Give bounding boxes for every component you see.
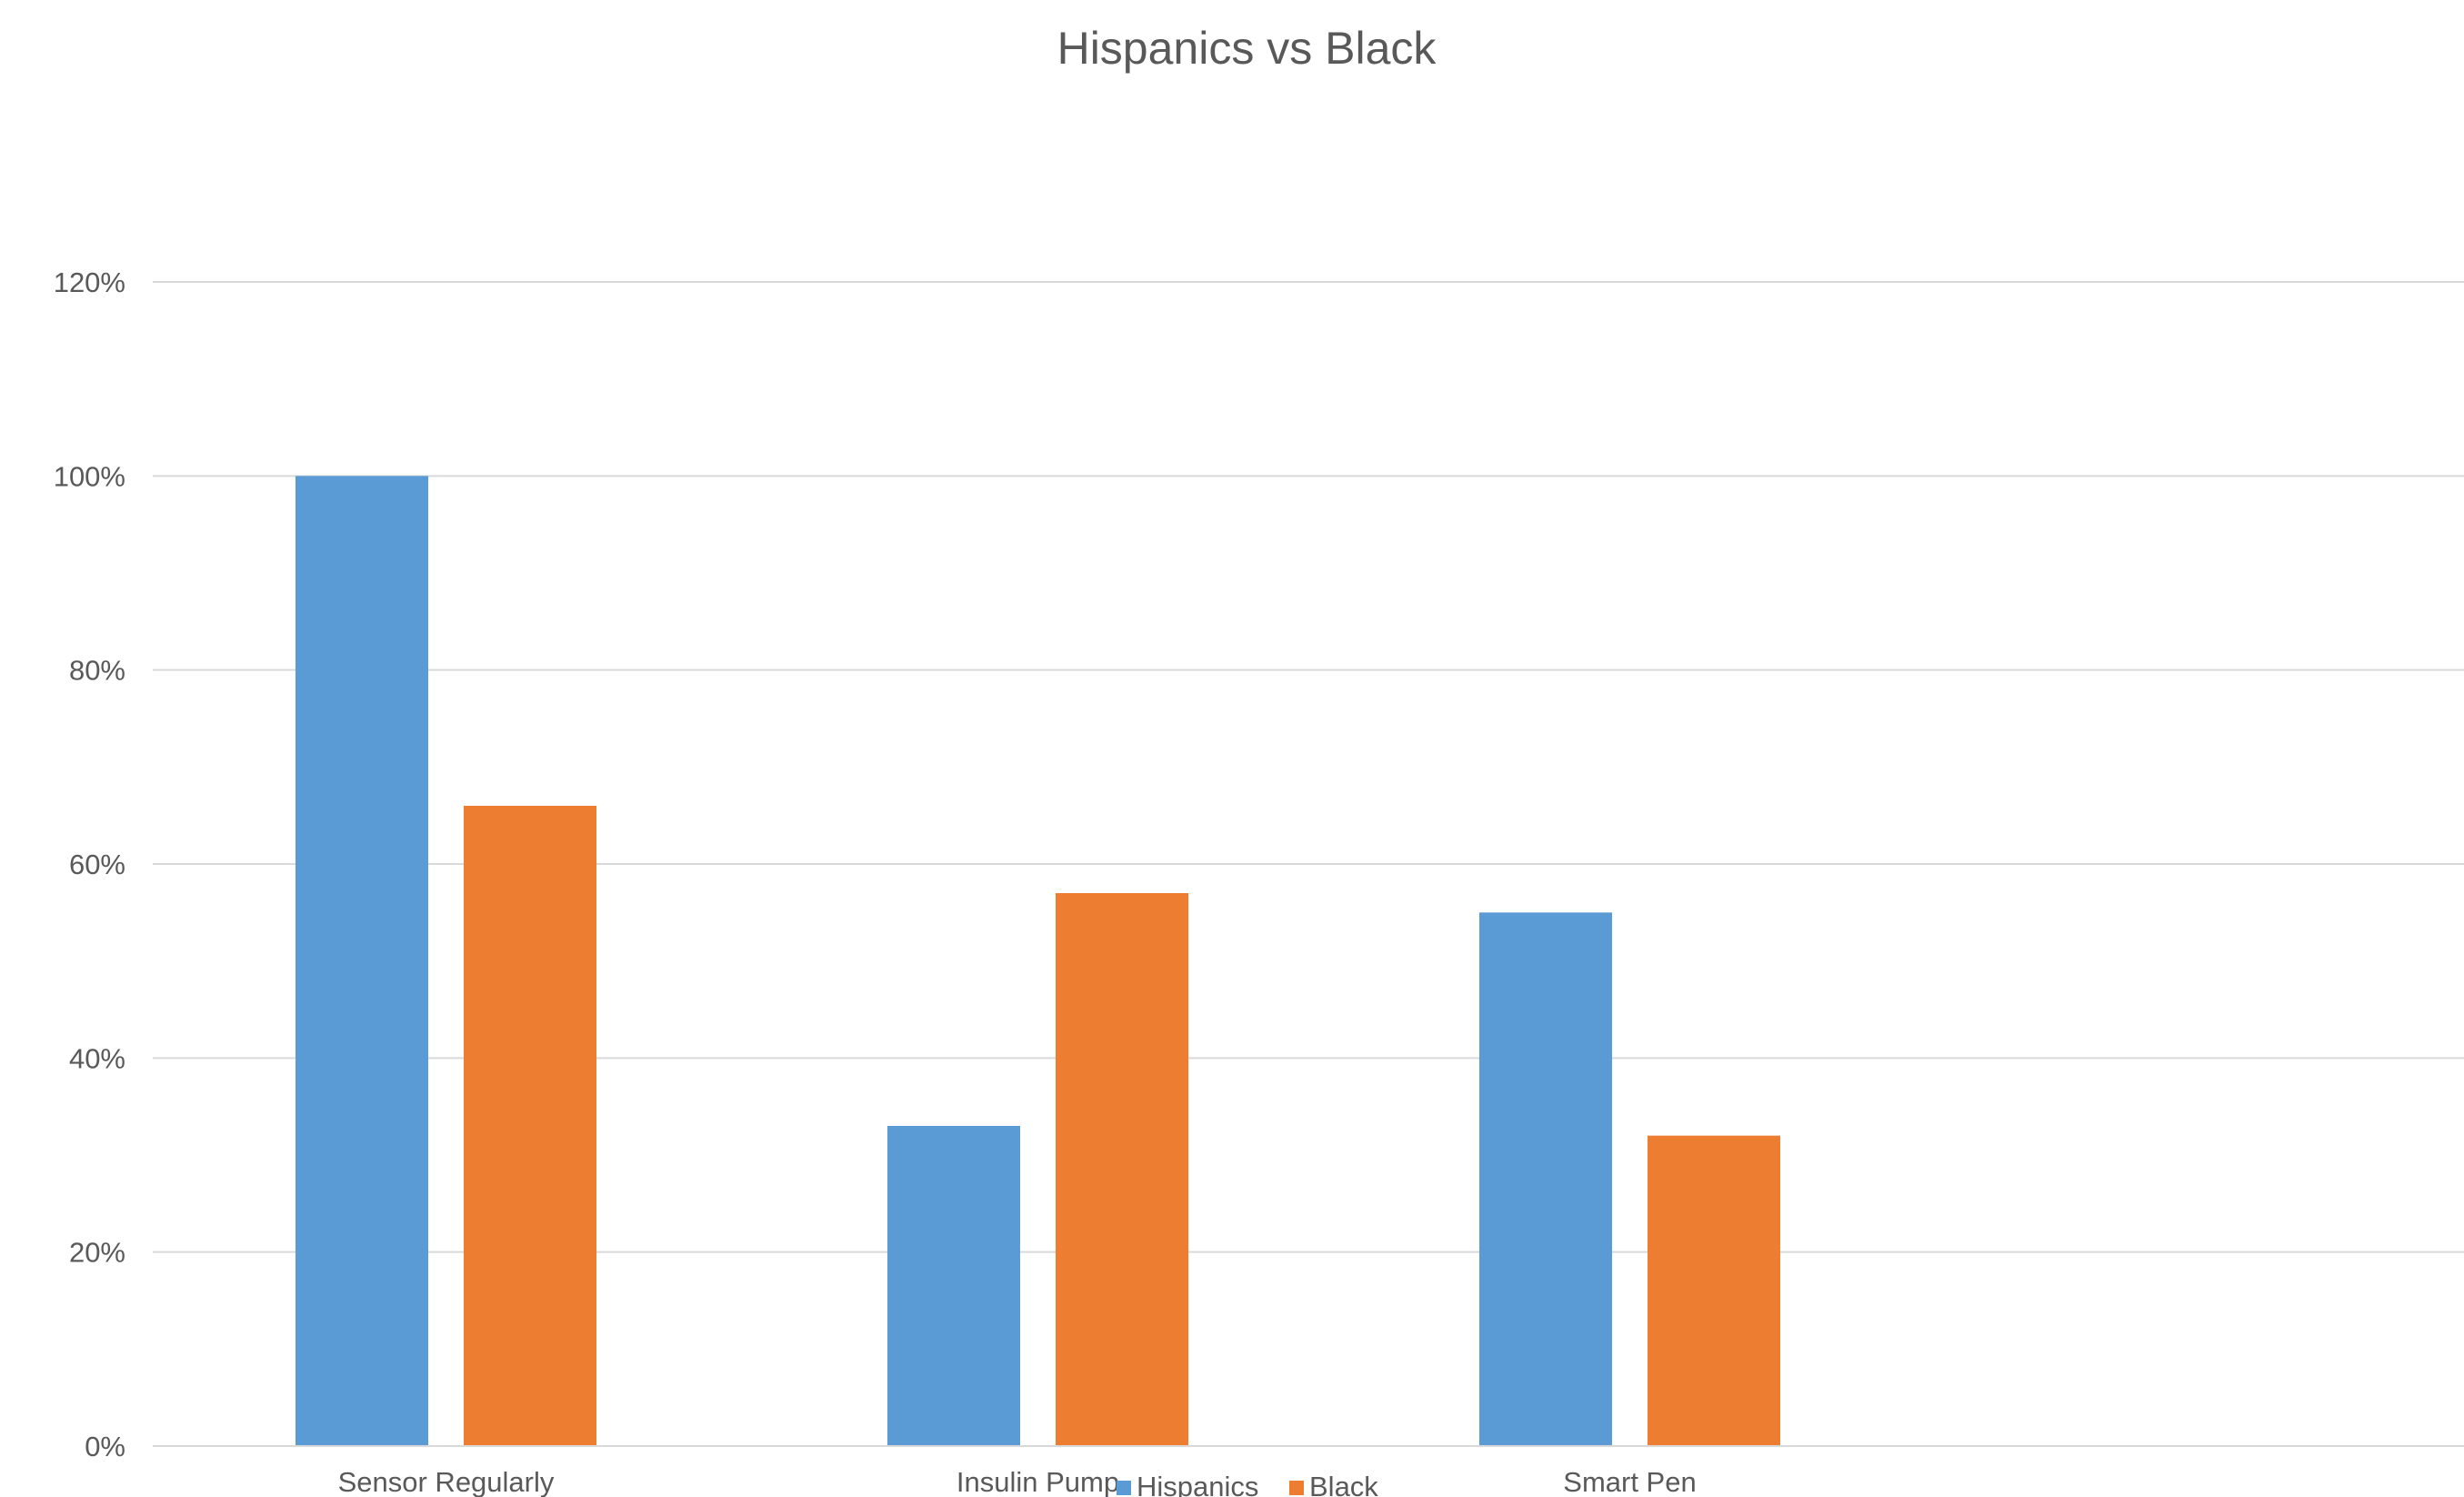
legend: Hispanics Black [1117,1471,1378,1497]
legend-swatch-hispanics [1117,1481,1131,1495]
bar-series [295,476,1780,1447]
x-axis-category-labels: Sensor Regularly Insulin Pump Smart Pen [338,1466,1697,1497]
bar-black-insulin-pump [1056,893,1188,1446]
bar-black-sensor-regularly [464,806,596,1446]
bar-black-smart-pen [1648,1135,1780,1446]
bar-hispanics-smart-pen [1479,912,1612,1446]
y-tick-label: 40% [69,1042,125,1074]
y-axis-tick-labels: 0% 20% 40% 60% 80% 100% 120% [54,266,125,1462]
legend-swatch-black [1289,1481,1304,1495]
x-category-label: Sensor Regularly [338,1466,555,1497]
y-tick-label: 100% [54,460,125,492]
legend-label-hispanics: Hispanics [1137,1471,1258,1497]
y-tick-label: 80% [69,655,125,687]
bar-hispanics-sensor-regularly [295,476,428,1447]
x-category-label: Insulin Pump [957,1466,1119,1497]
y-tick-label: 120% [54,266,125,298]
x-category-label: Smart Pen [1563,1466,1696,1497]
y-tick-label: 60% [69,849,125,880]
legend-label-black: Black [1309,1471,1378,1497]
chart-title: Hispanics vs Black [1057,23,1437,74]
y-tick-label: 20% [69,1237,125,1269]
bar-hispanics-insulin-pump [887,1126,1020,1446]
y-tick-label: 0% [85,1431,125,1462]
